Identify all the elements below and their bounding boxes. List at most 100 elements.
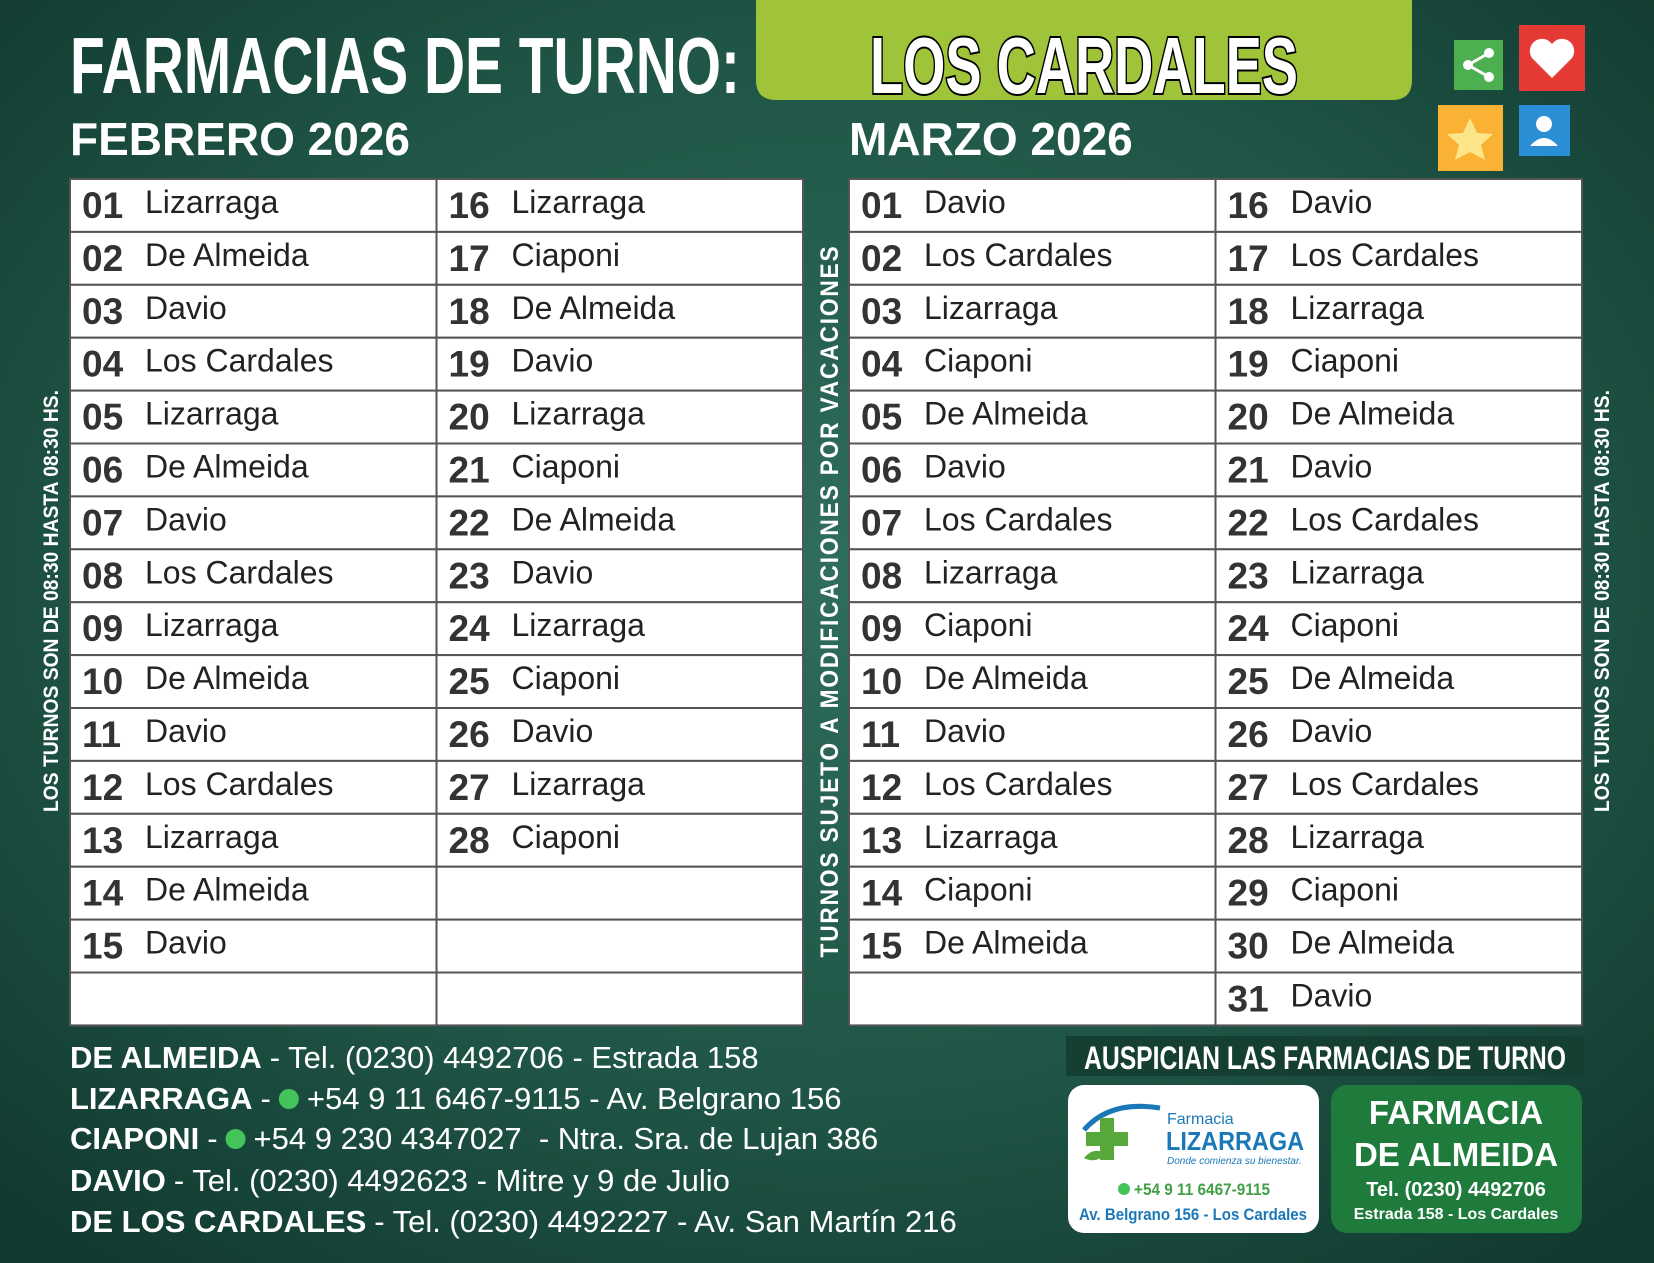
pharmacy-name: Lizarraga [512, 184, 646, 220]
day-number: 18 [1228, 291, 1269, 332]
table-cell [1214, 654, 1583, 709]
pharmacy-name: Davio [512, 554, 594, 590]
almeida-phone: Tel. (0230) 4492706 [1366, 1179, 1546, 1201]
pharmacy-name: De Almeida [145, 449, 309, 485]
day-number: 16 [1228, 185, 1269, 226]
pharmacy-name: Ciaponi [512, 237, 621, 273]
contact-name: LIZARRAGA [70, 1081, 253, 1116]
table-cell [69, 495, 438, 551]
table-cell [435, 654, 804, 709]
day-number: 25 [1228, 661, 1269, 702]
table-cell [69, 389, 438, 445]
table-cell [1214, 865, 1583, 921]
day-number: 26 [1228, 714, 1269, 755]
table-cell [69, 442, 438, 498]
pharmacy-name: Ciaponi [512, 449, 621, 485]
day-number: 21 [1228, 450, 1269, 491]
side-note-right: LOS TURNOS SON DE 08:30 HASTA 08:30 HS. [1591, 390, 1614, 812]
pharmacy-name: Lizarraga [512, 766, 646, 802]
contact-detail: Tel. (0230) 4492227 - Av. San Martín 216 [393, 1204, 957, 1239]
pharmacy-name: Los Cardales [924, 766, 1113, 802]
pharmacy-name: Lizarraga [924, 290, 1058, 326]
table-cell [69, 336, 438, 392]
contact-separator: - [207, 1121, 217, 1156]
pharmacy-name: Davio [512, 343, 594, 379]
pharmacy-name: Lizarraga [924, 554, 1058, 590]
day-number: 24 [449, 608, 491, 649]
day-number: 12 [861, 767, 902, 808]
contact-detail: +54 9 230 4347027 - Ntra. Sra. de Lujan … [254, 1121, 879, 1156]
pharmacy-name: Los Cardales [145, 766, 334, 802]
day-number: 02 [82, 238, 123, 279]
table-cell [69, 230, 438, 286]
pharmacy-name: Davio [1291, 184, 1373, 220]
day-number: 22 [1228, 502, 1269, 543]
day-number: 12 [82, 767, 123, 808]
table-cell [435, 918, 804, 974]
day-number: 25 [449, 661, 490, 702]
table-cell [435, 548, 804, 604]
day-number: 28 [449, 820, 490, 861]
table-cell [848, 812, 1217, 868]
table-cell [435, 178, 804, 233]
day-number: 14 [82, 873, 124, 914]
pharmacy-name: De Almeida [145, 237, 309, 273]
pharmacy-name: Los Cardales [1291, 766, 1480, 802]
table-cell [69, 918, 438, 974]
contact-separator: - [261, 1081, 271, 1116]
pharmacy-name: Lizarraga [512, 607, 646, 643]
pharmacy-name: Lizarraga [145, 184, 279, 220]
table-cell [69, 283, 438, 339]
table-cell [1214, 495, 1583, 551]
pharmacy-name: Lizarraga [145, 607, 279, 643]
pharmacy-name: De Almeida [924, 925, 1088, 961]
table-cell [1214, 178, 1583, 233]
day-number: 08 [861, 555, 902, 596]
table-cell [848, 601, 1217, 657]
day-number: 03 [861, 291, 902, 332]
month-title: FEBRERO 2026 [70, 113, 410, 165]
pharmacy-name: Lizarraga [1291, 290, 1425, 326]
lizarraga-logo [1082, 1103, 1161, 1161]
table-cell [435, 971, 804, 1027]
day-number: 11 [861, 714, 900, 755]
favorite-icon[interactable] [1519, 25, 1585, 91]
contact-separator: - [174, 1163, 184, 1198]
lizarraga-brand: Farmacia [1167, 1111, 1234, 1128]
pharmacy-name: Lizarraga [1291, 819, 1425, 855]
day-number: 10 [861, 661, 902, 702]
pharmacy-name: Los Cardales [145, 343, 334, 379]
contact-name: DE ALMEIDA [70, 1040, 262, 1075]
pharmacy-name: De Almeida [512, 290, 676, 326]
table-cell [435, 495, 804, 551]
table-cell [435, 230, 804, 286]
table-cell [1214, 601, 1583, 657]
pharmacy-name: De Almeida [1291, 660, 1455, 696]
pharmacy-name: Davio [924, 713, 1006, 749]
pharmacy-name: Ciaponi [512, 660, 621, 696]
table-cell [1214, 442, 1583, 498]
table-cell [848, 548, 1217, 604]
contact-name: DAVIO [70, 1163, 166, 1198]
location-banner [756, 0, 1412, 100]
contact-detail: +54 9 11 6467-9115 - Av. Belgrano 156 [307, 1081, 842, 1116]
day-number: 23 [449, 555, 490, 596]
star-icon[interactable] [1438, 105, 1503, 171]
day-number: 20 [1228, 397, 1269, 438]
pharmacy-name: Ciaponi [924, 343, 1033, 379]
table-cell [1214, 230, 1583, 286]
table-cell [848, 283, 1217, 339]
table-cell [435, 283, 804, 339]
day-number: 15 [861, 926, 902, 967]
table-cell [69, 865, 438, 921]
location: LOS CARDALES [870, 21, 1298, 110]
share-icon[interactable] [1454, 40, 1503, 90]
profile-icon[interactable] [1519, 105, 1570, 156]
whatsapp-icon [1118, 1183, 1130, 1195]
almeida-address: Estrada 158 - Los Cardales [1354, 1206, 1559, 1223]
table-cell [1214, 389, 1583, 445]
table-cell [848, 707, 1217, 762]
pharmacy-name: Davio [924, 449, 1006, 485]
almeida-card [1331, 1085, 1582, 1233]
